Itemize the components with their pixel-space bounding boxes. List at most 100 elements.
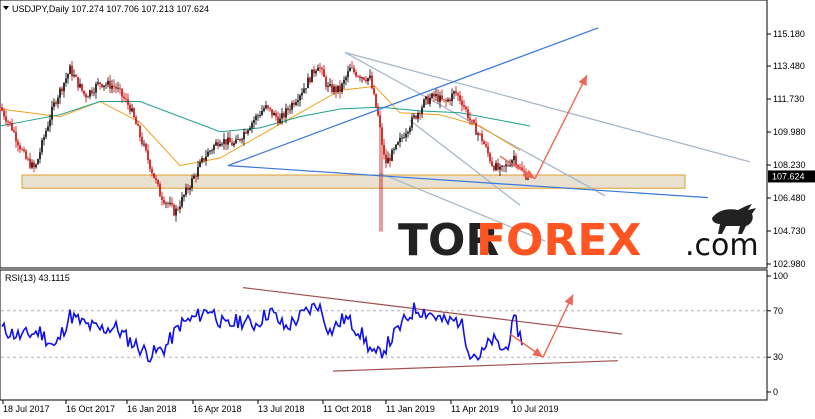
- candle-body: [179, 206, 181, 210]
- candle-body: [351, 67, 353, 69]
- candle-body: [513, 156, 515, 161]
- candle-body: [319, 67, 321, 69]
- candle-body: [257, 115, 259, 117]
- candle-body: [239, 138, 241, 141]
- candle-body: [31, 162, 33, 168]
- time-tick-label: 11 Oct 2018: [323, 404, 371, 414]
- candle-body: [333, 86, 335, 92]
- candle-body: [83, 90, 85, 95]
- time-tick-label: 16 Apr 2018: [193, 404, 242, 414]
- candle-body: [273, 112, 275, 116]
- time-tick-label: 11 Apr 2019: [451, 404, 499, 414]
- candle-body: [517, 165, 519, 168]
- rsi-header: RSI(13) 43.1115: [5, 273, 70, 283]
- candle-body: [283, 113, 285, 118]
- candle-body: [321, 68, 323, 70]
- candle-body: [327, 85, 329, 87]
- candle-body: [437, 94, 439, 102]
- watermark-forex: FOREX: [476, 215, 641, 266]
- price-axis: 115.180 113.480 111.730 109.980 108.230 106.4…: [767, 29, 806, 269]
- candle-body: [385, 154, 387, 164]
- candle-body: [419, 113, 421, 114]
- candle-body: [407, 131, 409, 134]
- candle-body: [507, 164, 509, 166]
- channel-line-2: [409, 119, 521, 206]
- candle-body: [379, 115, 381, 128]
- price-tick-label: 106.480: [773, 193, 806, 203]
- candle-body: [341, 83, 343, 92]
- candle-body: [241, 139, 243, 141]
- candle-body: [331, 84, 333, 92]
- candle-body: [207, 151, 209, 157]
- candle-body: [403, 137, 405, 139]
- candle-body: [457, 93, 459, 96]
- candle-body: [39, 152, 41, 160]
- price-tick-label: 115.180: [773, 29, 805, 39]
- candle-body: [401, 137, 403, 139]
- time-axis: 18 Jul 2017 16 Oct 2017 16 Jan 2018 16 Apr …: [2, 400, 559, 414]
- candle-body: [447, 99, 449, 102]
- candle-body: [349, 67, 351, 72]
- candle-body: [317, 67, 319, 71]
- candle-body: [453, 91, 455, 94]
- candle-body: [465, 106, 467, 110]
- candle-body: [463, 105, 465, 107]
- candle-body: [357, 76, 359, 77]
- candle-body: [113, 85, 115, 87]
- time-tick-label: 11 Jan 2019: [386, 404, 435, 414]
- candle-body: [279, 118, 281, 124]
- candle-body: [405, 133, 407, 138]
- candle-body: [175, 208, 177, 216]
- candle-body: [139, 125, 141, 138]
- trend-lines: [227, 27, 709, 199]
- candle-body: [157, 180, 159, 185]
- candle-body: [237, 138, 239, 140]
- candle-body: [421, 107, 423, 114]
- price-tick-label: 102.980: [773, 259, 806, 269]
- price-tick-label: 108.230: [773, 160, 806, 170]
- candle-body: [433, 93, 435, 97]
- candle-body: [131, 108, 133, 112]
- candle-body: [369, 75, 371, 79]
- candle-body: [199, 162, 201, 167]
- price-tick-label: 109.980: [773, 127, 806, 137]
- candle-body: [347, 71, 349, 78]
- time-tick-label: 13 Jul 2018: [258, 404, 305, 414]
- candle-body: [97, 82, 99, 84]
- candle-body: [397, 142, 399, 145]
- candle-body: [353, 67, 355, 72]
- candle-body: [235, 139, 237, 144]
- rsi-arrows: [509, 294, 574, 358]
- candle-body: [177, 208, 179, 210]
- candle-body: [183, 194, 185, 197]
- trend-line-1: [227, 164, 709, 199]
- candle-body: [511, 160, 513, 166]
- candle-body: [449, 99, 451, 102]
- candle-body: [81, 83, 83, 91]
- candle-body: [509, 165, 511, 167]
- forecast-arrow-1-head: [578, 75, 587, 87]
- candle-body: [109, 80, 111, 89]
- candle-body: [41, 139, 43, 153]
- candle-body: [67, 74, 69, 79]
- candle-body: [213, 145, 215, 151]
- bull-icon: [712, 204, 756, 234]
- candle-body: [377, 107, 379, 116]
- candle-body: [479, 133, 481, 135]
- candle-body: [399, 137, 401, 143]
- candle-body: [155, 178, 157, 181]
- candle-body: [443, 99, 445, 101]
- candle-body: [93, 92, 95, 94]
- candle-body: [315, 70, 317, 74]
- rsi-tick-label: 70: [773, 306, 783, 316]
- candle-body: [3, 110, 5, 117]
- candle-body: [49, 119, 51, 127]
- candle-body: [225, 139, 227, 145]
- candle-body: [47, 126, 49, 131]
- rsi-arrow-1: [542, 294, 574, 358]
- candle-body: [117, 87, 119, 89]
- rsi-trend-lines: [242, 287, 623, 372]
- last-price-label: 107.624: [772, 171, 805, 181]
- candle-body: [303, 88, 305, 93]
- candle-body: [295, 102, 297, 105]
